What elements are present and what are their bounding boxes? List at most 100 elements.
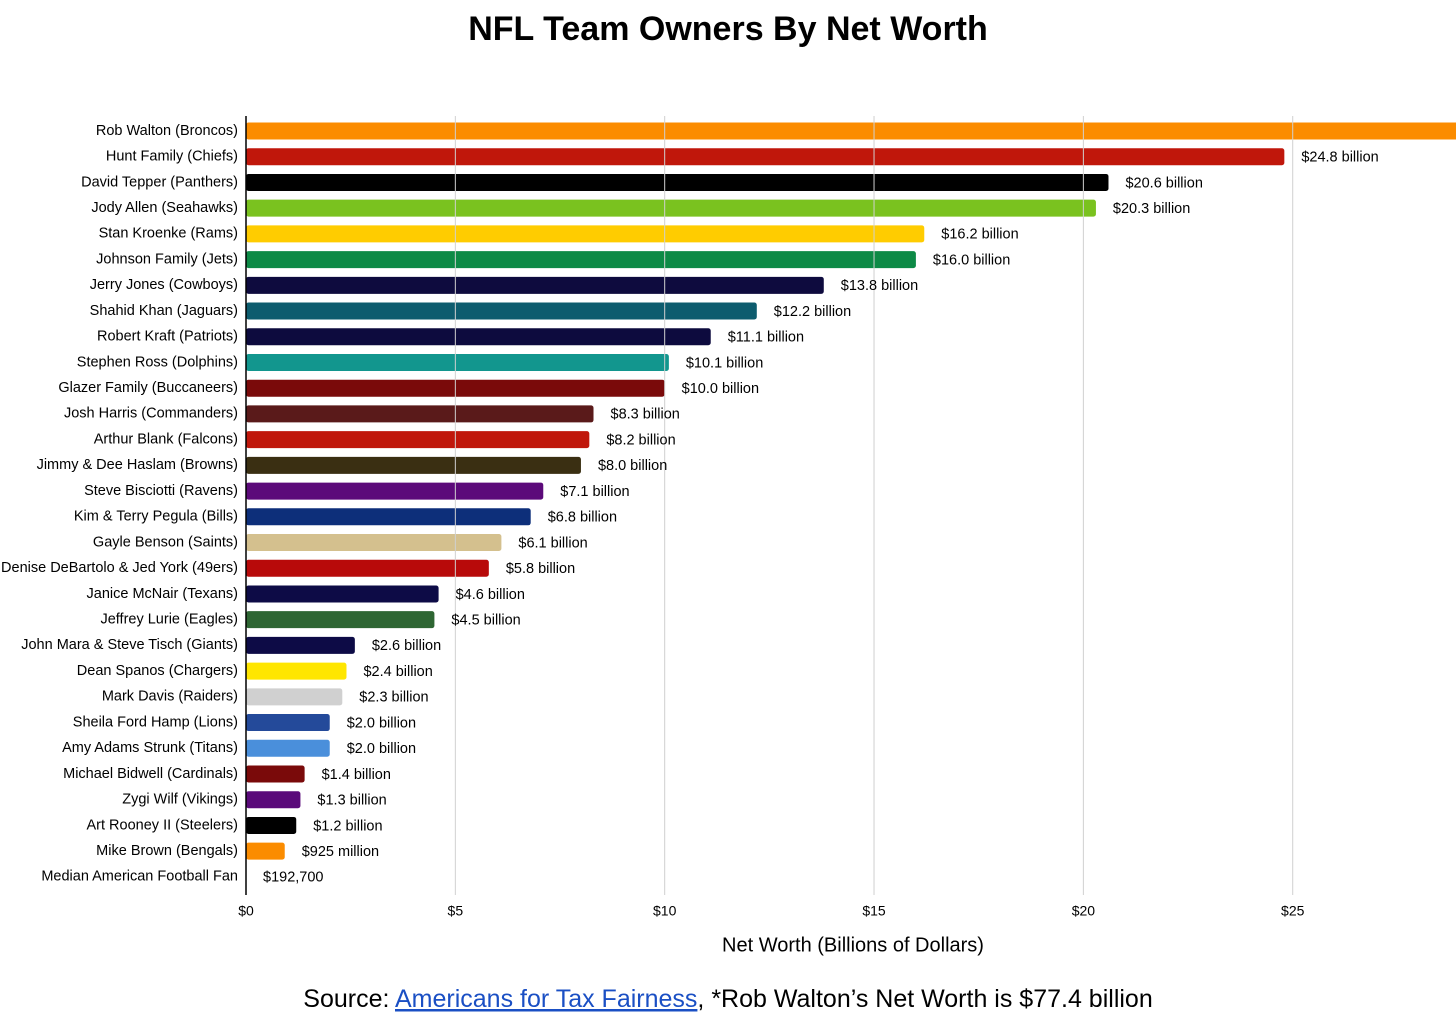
- category-label: Jeffrey Lurie (Eagles): [100, 612, 238, 628]
- x-tick-label: $0: [238, 903, 254, 919]
- category-label: Michael Bidwell (Cardinals): [63, 766, 238, 782]
- category-label: Johnson Family (Jets): [96, 251, 238, 267]
- bar: [246, 739, 330, 757]
- bar: [246, 251, 916, 269]
- value-label: $6.8 billion: [548, 510, 617, 526]
- category-label: John Mara & Steve Tisch (Giants): [21, 637, 238, 653]
- bar: [246, 714, 330, 732]
- category-label: Zygi Wilf (Vikings): [122, 792, 238, 808]
- value-label: $2.0 billion: [347, 741, 416, 757]
- category-label: Amy Adams Strunk (Titans): [62, 740, 238, 756]
- bar: [246, 636, 355, 654]
- bar: [246, 482, 544, 500]
- bar: [246, 585, 439, 603]
- category-label: Denise DeBartolo & Jed York (49ers): [1, 560, 238, 576]
- value-label: $1.3 billion: [317, 793, 386, 809]
- value-label: $16.2 billion: [941, 227, 1018, 243]
- bar: [246, 816, 297, 834]
- category-label: Shahid Khan (Jaguars): [90, 303, 238, 319]
- category-label: Gayle Benson (Saints): [93, 534, 238, 550]
- category-label: Jimmy & Dee Haslam (Browns): [37, 457, 238, 473]
- category-label: Steve Bisciotti (Ravens): [84, 483, 238, 499]
- category-label: Robert Kraft (Patriots): [97, 329, 238, 345]
- category-label: Sheila Ford Hamp (Lions): [73, 714, 238, 730]
- category-label: Dean Spanos (Chargers): [77, 663, 238, 679]
- bar: [246, 173, 1109, 191]
- category-label: Jerry Jones (Cowboys): [90, 277, 238, 293]
- value-label: $2.4 billion: [363, 664, 432, 680]
- value-label: $11.1 billion: [728, 330, 804, 346]
- bar: [246, 559, 489, 577]
- value-label: $4.5 billion: [451, 613, 520, 629]
- category-label: Jody Allen (Seahawks): [91, 200, 238, 216]
- source-suffix: , *Rob Walton’s Net Worth is $77.4 billi…: [697, 985, 1152, 1013]
- category-label: Janice McNair (Texans): [87, 586, 239, 602]
- category-label: Mark Davis (Raiders): [102, 689, 238, 705]
- bar: [246, 611, 435, 629]
- bar: [246, 842, 285, 860]
- bar: [246, 508, 531, 526]
- value-label: $6.1 billion: [518, 535, 587, 551]
- bar: [246, 353, 669, 371]
- value-label: $8.2 billion: [606, 432, 675, 448]
- value-label: $12.2 billion: [774, 304, 851, 320]
- value-label: $13.8 billion: [841, 278, 918, 294]
- bar: [246, 302, 757, 320]
- bar: [246, 199, 1096, 217]
- category-label: Arthur Blank (Falcons): [94, 431, 238, 447]
- source-link[interactable]: Americans for Tax Fairness: [395, 985, 697, 1013]
- value-label: $1.4 billion: [322, 767, 391, 783]
- value-label: $925 million: [302, 844, 379, 860]
- x-tick-label: $20: [1072, 903, 1096, 919]
- category-label: Josh Harris (Commanders): [64, 406, 238, 422]
- bar: [246, 148, 1285, 166]
- bars: [246, 122, 1456, 886]
- value-label: $2.6 billion: [372, 638, 441, 654]
- bar: [246, 122, 1456, 140]
- value-label: $4.6 billion: [456, 587, 525, 603]
- value-label: $8.0 billion: [598, 458, 667, 474]
- x-axis-label: Net Worth (Billions of Dollars): [722, 934, 984, 956]
- bar: [246, 534, 502, 552]
- value-label: $10.1 billion: [686, 355, 763, 371]
- value-label: $2.0 billion: [347, 715, 416, 731]
- category-label: Hunt Family (Chiefs): [106, 149, 238, 165]
- value-label: $20.3 billion: [1113, 201, 1190, 217]
- value-label: $20.6 billion: [1125, 175, 1202, 191]
- category-label: Kim & Terry Pegula (Bills): [74, 509, 238, 525]
- bar: [246, 431, 590, 449]
- category-label: Art Rooney II (Steelers): [87, 817, 239, 833]
- value-label: $8.3 billion: [611, 407, 680, 423]
- bar: [246, 765, 305, 783]
- category-label: Stan Kroenke (Rams): [99, 226, 238, 242]
- chart-title: NFL Team Owners By Net Worth: [468, 10, 988, 48]
- category-label: Mike Brown (Bengals): [96, 843, 238, 859]
- bar: [246, 225, 925, 243]
- category-label: Glazer Family (Buccaneers): [58, 380, 238, 396]
- category-label: Median American Football Fan: [41, 869, 238, 885]
- category-label: Stephen Ross (Dolphins): [77, 354, 238, 370]
- bar: [246, 688, 343, 706]
- bar: [246, 328, 711, 346]
- value-label: $10.0 billion: [682, 381, 759, 397]
- bar: [246, 405, 594, 423]
- value-label: $24.8 billion: [1301, 150, 1378, 166]
- category-label: Rob Walton (Broncos): [96, 123, 238, 139]
- value-label: $16.0 billion: [933, 252, 1010, 268]
- bar: [246, 791, 301, 809]
- x-tick-label: $5: [448, 903, 464, 919]
- x-tick-label: $10: [653, 903, 677, 919]
- category-label: David Tepper (Panthers): [81, 174, 238, 190]
- value-label: $7.1 billion: [560, 484, 629, 500]
- bar: [246, 662, 347, 680]
- value-label: $5.8 billion: [506, 561, 575, 577]
- bar: [246, 456, 581, 474]
- source-note: Source: Americans for Tax Fairness, *Rob…: [303, 985, 1152, 1013]
- bar: [246, 276, 824, 294]
- value-label: $1.2 billion: [313, 818, 382, 834]
- source-prefix: Source:: [303, 985, 395, 1013]
- value-label: $192,700: [263, 870, 323, 886]
- x-tick-label: $25: [1281, 903, 1305, 919]
